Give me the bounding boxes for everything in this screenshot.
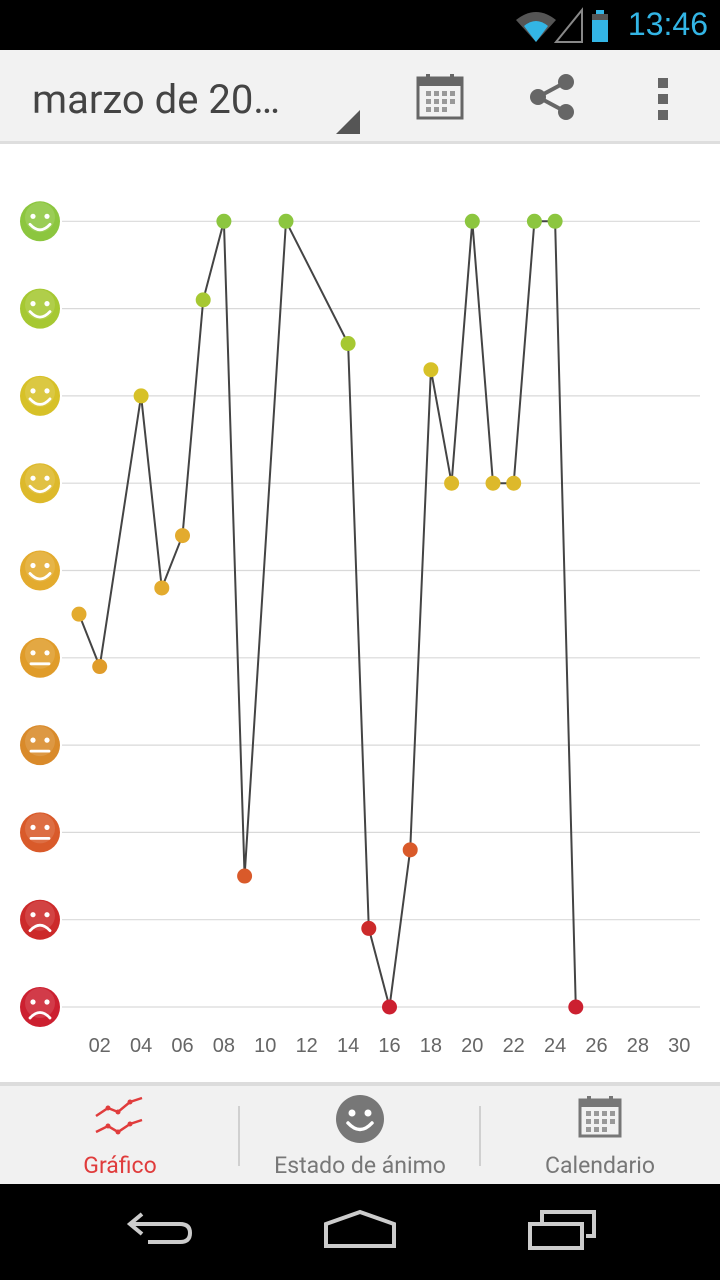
- mood-chart-svg: 02 04 06 08 10 12 14 16 18 20 22 24 26 28 30: [20, 201, 700, 1057]
- battery-icon: [592, 10, 608, 42]
- status-icons: [512, 6, 622, 50]
- data-point: [175, 528, 190, 544]
- happy-face-icon: [20, 463, 60, 504]
- neutral-face-icon: [20, 812, 60, 853]
- signal-icon: [553, 7, 583, 43]
- x-tick-label: 12: [296, 1035, 318, 1057]
- share-icon[interactable]: [528, 72, 576, 126]
- data-point: [216, 213, 232, 229]
- data-point: [568, 999, 584, 1015]
- bottom-tab-bar: Gráfico Estado de ánimo: [0, 1082, 720, 1184]
- data-point: [361, 920, 377, 936]
- calendar-icon[interactable]: [416, 72, 464, 126]
- tab-calendario[interactable]: Calendario: [480, 1086, 720, 1184]
- tab-estado-de-animo[interactable]: Estado de ánimo: [240, 1086, 480, 1184]
- recent-apps-icon[interactable]: [526, 1208, 598, 1256]
- x-tick-label: 06: [171, 1035, 193, 1057]
- overflow-menu-icon[interactable]: [654, 72, 674, 126]
- data-point: [464, 213, 480, 229]
- x-tick-label: 08: [213, 1035, 235, 1057]
- x-tick-label: 18: [420, 1035, 442, 1057]
- data-point: [237, 868, 253, 884]
- home-icon[interactable]: [322, 1208, 398, 1256]
- wifi-icon: [516, 12, 556, 42]
- data-point: [133, 388, 149, 404]
- neutral-face-icon: [20, 725, 60, 766]
- smiley-icon: [240, 1094, 480, 1148]
- data-point: [382, 999, 397, 1015]
- x-tick-label: 04: [130, 1035, 152, 1057]
- data-point: [71, 606, 87, 622]
- tab-grafico-label: Gráfico: [83, 1152, 157, 1179]
- data-point: [485, 475, 501, 491]
- x-tick-label: 28: [627, 1035, 649, 1057]
- data-point: [154, 580, 170, 596]
- tab-divider: [238, 1106, 240, 1166]
- happy-face-icon: [20, 288, 60, 329]
- data-point: [547, 213, 563, 229]
- spinner-triangle-icon: [336, 110, 360, 134]
- tab-calendario-label: Calendario: [545, 1152, 655, 1179]
- data-point: [506, 475, 522, 491]
- happy-face-icon: [20, 201, 60, 242]
- x-tick-label: 30: [668, 1035, 690, 1057]
- data-point: [92, 659, 108, 675]
- data-point: [402, 842, 418, 858]
- sad-face-icon: [20, 987, 60, 1027]
- x-tick-label: 02: [89, 1035, 111, 1057]
- action-bar: marzo de 20…: [0, 50, 720, 144]
- month-title: marzo de 20…: [32, 76, 281, 123]
- neutral-face-icon: [20, 637, 60, 678]
- sad-face-icon: [20, 899, 60, 940]
- back-icon[interactable]: [124, 1208, 196, 1252]
- x-tick-label: 20: [461, 1035, 483, 1057]
- x-tick-label: 14: [337, 1035, 359, 1057]
- status-bar: 13:46: [0, 0, 720, 50]
- happy-face-icon: [20, 550, 60, 591]
- navigation-bar: [0, 1184, 720, 1280]
- tab-estado-de-animo-label: Estado de ánimo: [274, 1152, 446, 1179]
- x-tick-label: 10: [254, 1035, 276, 1057]
- mood-chart: 02 04 06 08 10 12 14 16 18 20 22 24 26 28 30: [0, 147, 720, 1082]
- happy-face-icon: [20, 375, 60, 416]
- data-point: [444, 475, 460, 491]
- calendar-grid-icon: [480, 1094, 720, 1144]
- tab-grafico[interactable]: Gráfico: [0, 1086, 240, 1184]
- x-tick-label: 26: [585, 1035, 607, 1057]
- x-tick-label: 22: [503, 1035, 525, 1057]
- data-point: [278, 213, 294, 229]
- mood-line: [78, 217, 577, 1008]
- data-point: [423, 362, 439, 378]
- x-tick-label: 24: [544, 1035, 566, 1057]
- x-tick-label: 16: [378, 1035, 400, 1057]
- data-point: [340, 336, 356, 352]
- data-point: [526, 213, 542, 229]
- data-point: [195, 292, 211, 308]
- tab-divider: [479, 1106, 481, 1166]
- status-time: 13:46: [627, 6, 708, 42]
- line-chart-icon: [0, 1094, 240, 1142]
